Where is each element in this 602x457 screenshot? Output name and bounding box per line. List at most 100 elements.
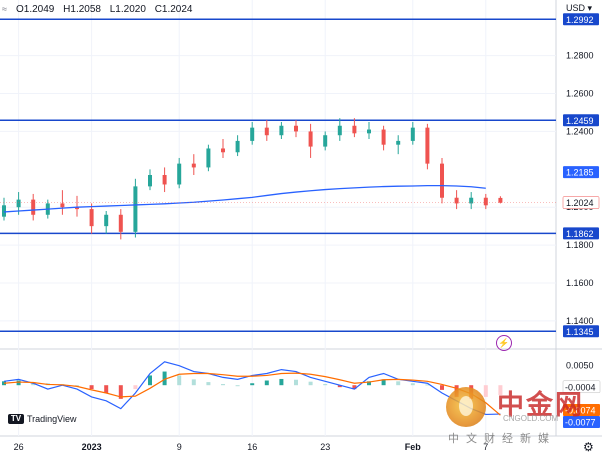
candle-body [264,127,269,136]
price-axis-tick: 1.1800 [566,240,594,250]
macd-histogram-bar [206,382,211,386]
macd-histogram-bar [483,385,488,397]
macd-histogram-bar [16,380,21,386]
level-price-label: 1.1345 [566,327,594,337]
macd-histogram-bar [148,375,152,386]
candle-body [308,131,313,147]
ohlc-high: H1.2058 [63,4,101,15]
candle-body [191,163,196,168]
macd-histogram-bar [396,381,401,386]
candle-body [469,197,474,204]
cngold-watermark: 中金网 CNGOLD.COM 中文财经新媒 [440,383,600,447]
currency-label: USD [566,3,586,13]
candle-body [60,203,65,208]
macd-histogram-bar [352,385,357,390]
time-axis-tick: 9 [177,442,182,452]
candle-body [440,163,444,198]
price-axis-tick: 1.2800 [566,51,594,61]
last-price-label: 1.2024 [566,198,594,208]
candle-body [75,207,79,210]
ohlc-low: L1.2020 [109,4,146,15]
tradingview-logo-text: TradingView [27,414,77,424]
macd-histogram-bar [89,385,94,390]
macd-histogram-bar [250,383,255,386]
price-axis-tick: 1.2400 [566,126,594,136]
macd-layer [2,361,503,416]
level-price-label: 1.1862 [566,229,594,239]
candle-body [104,214,109,227]
macd-histogram-bar [162,371,167,386]
level-price-tag [563,13,599,26]
tradingview-logo-icon: TV [8,414,24,424]
price-axis-tick: 1.1400 [566,316,594,326]
time-axis-tick: 16 [247,442,257,452]
candle-body [381,129,386,145]
price-axis-tick: 1.1600 [566,278,594,288]
macd-histogram-bar [264,380,269,386]
candle-body [118,214,123,232]
level-price-tag [563,114,599,127]
candle-body [206,148,211,168]
price-axis-layer[interactable]: 1.28001.26001.24001.20001.18001.16001.14… [566,51,594,371]
candle-body [177,163,182,185]
macd-histogram-bar [410,383,415,386]
currency-selector[interactable]: USD ▾ [566,3,592,14]
macd-histogram-bar [308,381,313,386]
macd-histogram-bar [367,381,371,386]
chevron-down-icon: ▾ [585,3,593,13]
macd-hist-tag [562,380,601,394]
time-axis-tick: 23 [320,442,330,452]
macd-histogram-bar [133,385,138,390]
watermark-tagline: 中文财经新媒 [448,432,556,445]
macd-histogram-bar [279,378,284,386]
macd-histogram-bar [104,385,109,393]
level-price-label: 1.2459 [566,116,594,126]
candle-body [454,197,459,204]
candle-body [294,125,298,132]
level-price-tag [563,227,599,240]
candle-body [410,127,415,141]
candle-body [337,125,342,136]
tradingview-logo[interactable]: TV TradingView [8,414,77,424]
candle-body [16,199,21,208]
macd-signal-tag [563,404,600,417]
macd-histogram-bar [425,384,430,386]
candle-body [133,186,138,232]
macd-histogram-bar [381,379,386,386]
time-axis-tick: 2023 [82,442,102,452]
candle-body [483,197,488,206]
candle-body [221,148,225,153]
watermark-url: CNGOLD.COM [503,414,559,423]
candle-body [31,199,36,215]
macd-histogram-bar [323,384,328,386]
last-price-tag [562,196,600,209]
cngold-seal-icon [446,387,486,427]
lightning-icon[interactable]: ⚡ [496,335,512,351]
candle-body [352,125,357,134]
macd-histogram-bar [75,385,79,387]
macd-signal-label: -0.0074 [565,406,596,416]
macd-histogram-bar [294,379,298,386]
gear-icon[interactable]: ⚙ [583,440,594,454]
level-price-tag [563,325,599,338]
macd-axis-tick: 0.0050 [566,361,594,371]
signal-line [3,372,501,416]
macd-histogram-bar [337,385,342,388]
candle-body [279,125,284,136]
compare-symbol-icon[interactable]: ≈ [2,4,7,14]
macd-hist-label: -0.0004 [565,382,596,392]
moving-average-layer [0,184,556,213]
macd-histogram-bar [2,381,6,386]
price-axis-tick: 1.2600 [566,89,594,99]
time-axis-layer[interactable]: 26 2023 9 16 23 Feb 7 ⚙ [14,440,594,454]
macd-line-tag [563,416,600,429]
macd-line-label: -0.0077 [565,418,596,428]
candle-body [396,140,401,145]
ohlc-legend: O1.2049 H1.2058 L1.2020 C1.2024 [16,4,199,15]
candles-layer [2,118,503,240]
ohlc-close: C1.2024 [154,4,193,15]
time-axis-tick: 26 [14,442,24,452]
macd-histogram-bar [235,385,240,387]
